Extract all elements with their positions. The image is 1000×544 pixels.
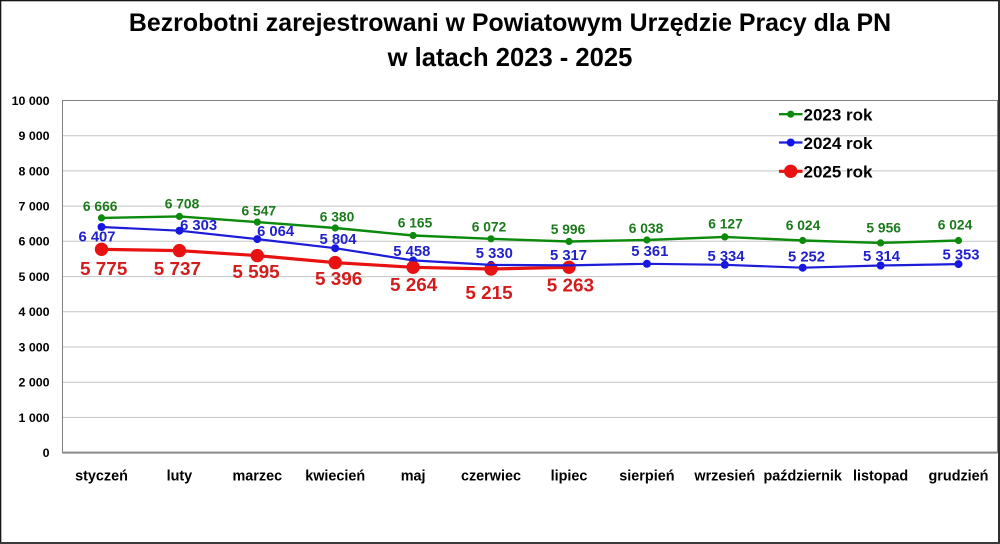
svg-text:5 334: 5 334 (707, 249, 745, 265)
svg-text:8 000: 8 000 (18, 164, 49, 178)
svg-text:5 263: 5 263 (547, 276, 594, 297)
svg-text:1 000: 1 000 (18, 411, 49, 425)
svg-text:wrzesień: wrzesień (693, 469, 755, 485)
svg-text:5 314: 5 314 (863, 249, 901, 265)
svg-text:kwiecień: kwiecień (305, 469, 365, 485)
svg-text:6 024: 6 024 (938, 218, 973, 233)
svg-text:0: 0 (43, 446, 50, 460)
svg-text:3 000: 3 000 (18, 340, 49, 354)
svg-text:w latach 2023 - 2025: w latach 2023 - 2025 (387, 44, 633, 72)
svg-text:marzec: marzec (232, 469, 282, 485)
svg-text:6 407: 6 407 (78, 229, 115, 245)
svg-text:6 000: 6 000 (18, 235, 49, 249)
svg-text:sierpień: sierpień (619, 469, 674, 485)
svg-text:5 353: 5 353 (942, 248, 979, 264)
svg-text:2025 rok: 2025 rok (804, 163, 874, 182)
svg-text:6 547: 6 547 (242, 203, 277, 218)
svg-text:5 317: 5 317 (550, 248, 587, 264)
svg-text:maj: maj (401, 469, 426, 485)
svg-text:5 595: 5 595 (232, 262, 279, 283)
svg-text:5 737: 5 737 (154, 259, 201, 280)
svg-text:5 361: 5 361 (631, 244, 668, 260)
svg-text:6 064: 6 064 (257, 224, 295, 240)
svg-text:2023 rok: 2023 rok (804, 106, 874, 125)
svg-text:9 000: 9 000 (18, 129, 49, 143)
svg-text:6 666: 6 666 (83, 199, 118, 214)
svg-text:6 127: 6 127 (708, 217, 743, 232)
svg-text:listopad: listopad (853, 469, 908, 485)
svg-text:5 264: 5 264 (390, 275, 438, 296)
svg-text:lipiec: lipiec (551, 469, 588, 485)
svg-text:czerwiec: czerwiec (461, 469, 521, 485)
svg-text:2024 rok: 2024 rok (804, 134, 874, 153)
svg-text:6 165: 6 165 (398, 215, 433, 230)
svg-text:5 996: 5 996 (551, 222, 586, 237)
svg-text:5 775: 5 775 (80, 259, 127, 280)
svg-text:5 458: 5 458 (393, 244, 430, 260)
svg-text:6 024: 6 024 (786, 218, 821, 233)
svg-text:5 804: 5 804 (319, 232, 357, 248)
svg-text:5 252: 5 252 (788, 250, 825, 266)
svg-text:styczeń: styczeń (75, 469, 128, 485)
svg-text:10 000: 10 000 (12, 94, 50, 108)
svg-text:6 303: 6 303 (180, 218, 217, 234)
svg-text:5 000: 5 000 (18, 270, 49, 284)
svg-text:6 038: 6 038 (629, 221, 664, 236)
svg-text:Bezrobotni zarejestrowani w Po: Bezrobotni zarejestrowani w Powiatowym U… (129, 9, 891, 37)
svg-text:grudzień: grudzień (929, 469, 989, 485)
svg-text:październik: październik (764, 469, 843, 485)
svg-text:6 072: 6 072 (472, 219, 507, 234)
svg-text:5 396: 5 396 (315, 269, 362, 290)
svg-text:2 000: 2 000 (18, 376, 49, 390)
svg-text:4 000: 4 000 (18, 305, 49, 319)
svg-text:6 380: 6 380 (320, 209, 355, 224)
svg-text:5 956: 5 956 (866, 221, 901, 236)
svg-text:7 000: 7 000 (18, 200, 49, 214)
svg-text:5 330: 5 330 (476, 246, 513, 262)
svg-text:5 215: 5 215 (465, 283, 512, 304)
svg-text:luty: luty (167, 469, 193, 485)
svg-text:6 708: 6 708 (165, 196, 200, 211)
